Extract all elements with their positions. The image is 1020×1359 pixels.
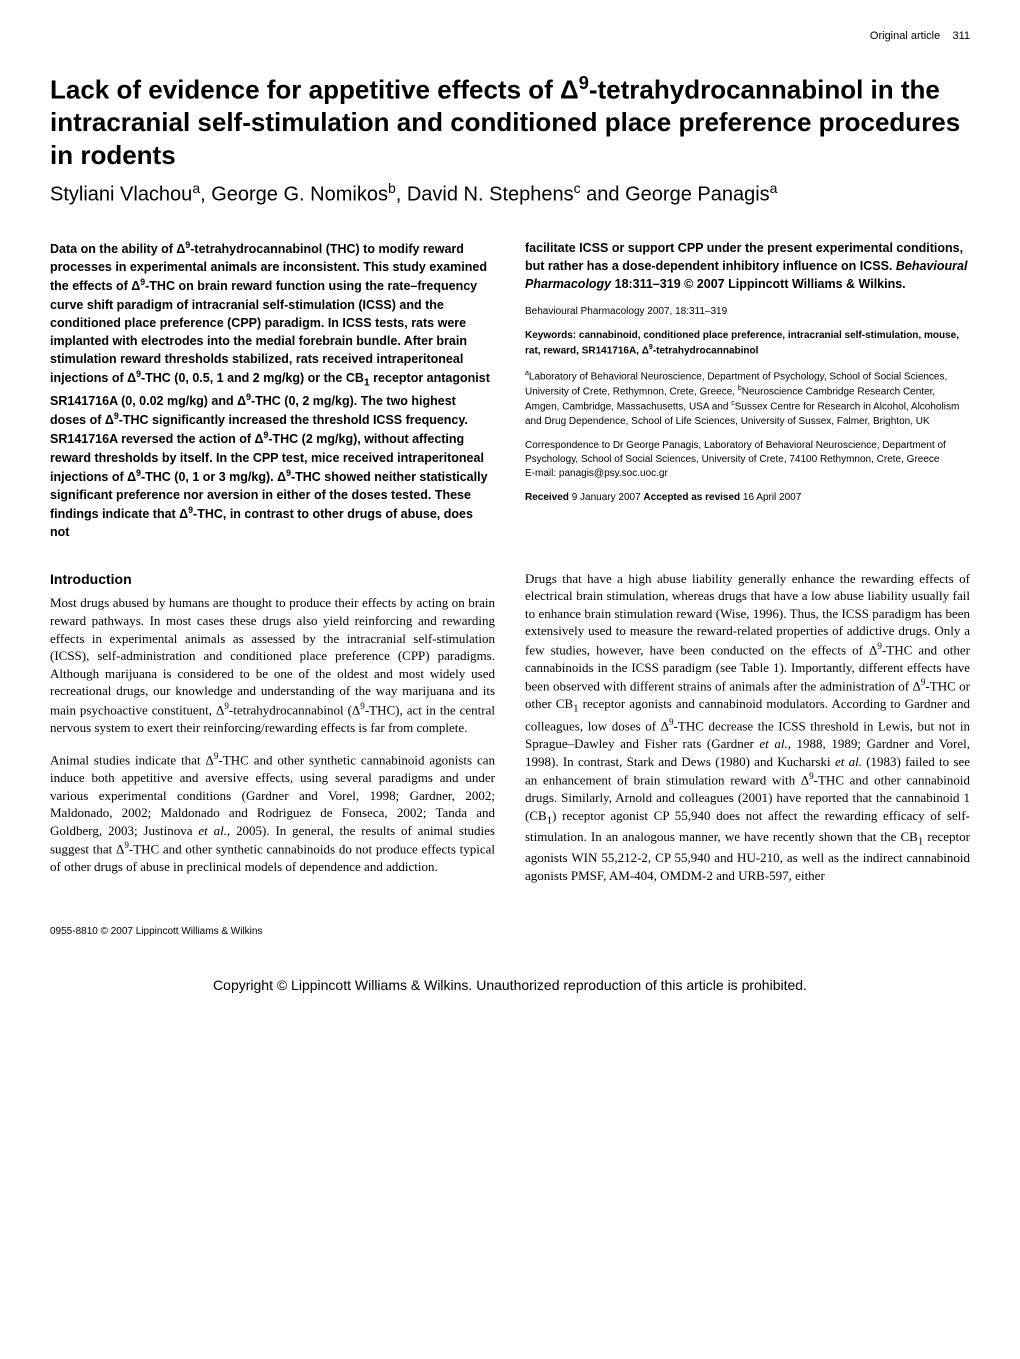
- correspondence-email: E-mail: panagis@psy.soc.uoc.gr: [525, 467, 970, 481]
- page-number: 311: [952, 30, 970, 42]
- abstract-left: Data on the ability of Δ9-tetrahydrocann…: [50, 239, 495, 542]
- affiliations: aLaboratory of Behavioral Neuroscience, …: [525, 369, 970, 429]
- correspondence-text: Correspondence to Dr George Panagis, Lab…: [525, 439, 970, 467]
- abstract-section: Data on the ability of Δ9-tetrahydrocann…: [50, 239, 970, 542]
- journal-line: Behavioural Pharmacology 2007, 18:311–31…: [525, 305, 970, 319]
- keywords: Keywords: cannabinoid, conditioned place…: [525, 329, 970, 358]
- introduction-section: Introduction Most drugs abused by humans…: [50, 570, 970, 899]
- intro-left-paras: Most drugs abused by humans are thought …: [50, 594, 495, 875]
- correspondence: Correspondence to Dr George Panagis, Lab…: [525, 439, 970, 481]
- abstract-right-col: facilitate ICSS or support CPP under the…: [525, 239, 970, 542]
- running-head-text: Original article: [870, 30, 940, 42]
- abstract-right: facilitate ICSS or support CPP under the…: [525, 239, 970, 293]
- received-line: Received 9 January 2007 Accepted as revi…: [525, 491, 970, 505]
- running-head: Original article 311: [50, 30, 970, 42]
- issn-line: 0955-8810 © 2007 Lippincott Williams & W…: [50, 926, 970, 937]
- intro-left-col: Introduction Most drugs abused by humans…: [50, 570, 495, 899]
- authors-line: Styliani Vlachoua, George G. Nomikosb, D…: [50, 179, 970, 209]
- article-meta: Behavioural Pharmacology 2007, 18:311–31…: [525, 305, 970, 504]
- article-title: Lack of evidence for appetitive effects …: [50, 72, 970, 171]
- intro-right-col: Drugs that have a high abuse liability g…: [525, 570, 970, 899]
- intro-right-paras: Drugs that have a high abuse liability g…: [525, 570, 970, 885]
- copyright-bar: Copyright © Lippincott Williams & Wilkin…: [50, 967, 970, 993]
- intro-heading: Introduction: [50, 570, 495, 589]
